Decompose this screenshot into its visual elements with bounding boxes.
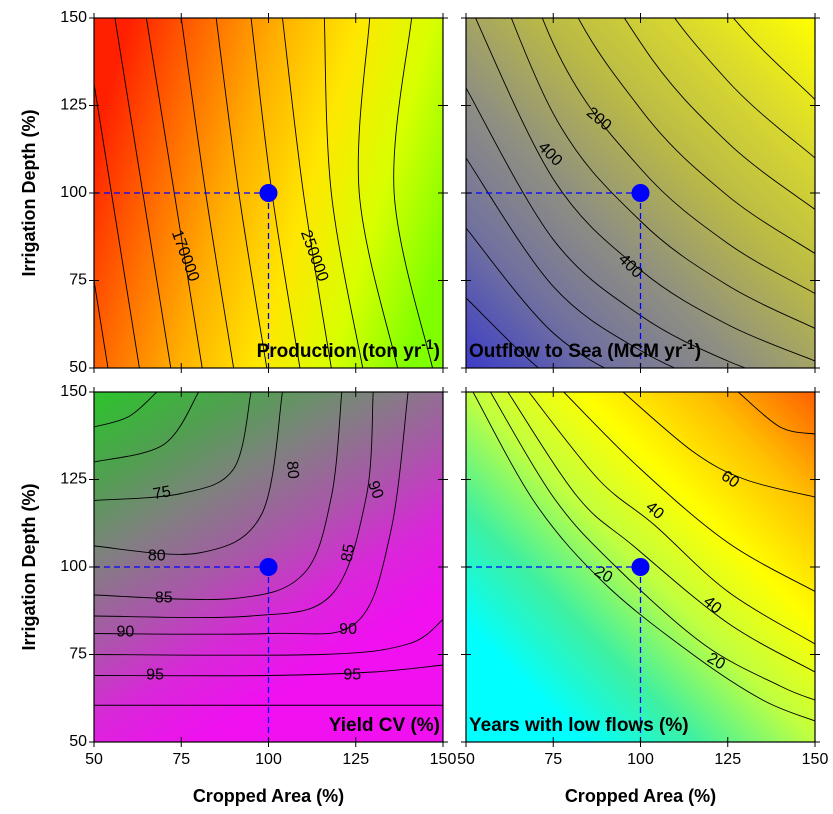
contour-line (94, 392, 374, 618)
point (259, 184, 278, 202)
x-tick-label: 100 (255, 751, 282, 768)
contour-label: 90 (339, 621, 357, 638)
contour-line (94, 80, 140, 368)
contour-label: 90 (364, 479, 386, 502)
y-tick-label: 75 (69, 272, 87, 289)
contour-label: 80 (283, 460, 302, 479)
title-part: Yield CV (%) (329, 715, 440, 736)
contour-line (282, 18, 332, 368)
title-part: Production (ton yr (257, 341, 422, 362)
y-tick-label: 150 (60, 383, 87, 400)
contour-line (563, 392, 815, 592)
contour-line (94, 392, 158, 428)
contour-line (622, 392, 815, 498)
contour-line (94, 619, 443, 656)
panel-title: Production (ton yr-1) (257, 336, 440, 362)
contour-line (94, 392, 252, 501)
title-part: -1 (421, 336, 434, 352)
y-tick-label: 100 (60, 558, 87, 575)
x-axis-label: Cropped Area (%) (193, 786, 344, 806)
title-part: Outflow to Sea (MCM yr (469, 341, 683, 362)
panel-title: Yield CV (%) (329, 715, 440, 736)
contour-label: 75 (152, 483, 173, 503)
contour-label: 20 (704, 650, 728, 674)
contour-label: 80 (148, 548, 166, 565)
contour-line (528, 392, 815, 645)
y-axis-label: Irrigation Depth (%) (19, 110, 39, 277)
y-tick-label: 50 (69, 733, 87, 750)
contour-line (507, 392, 815, 673)
contour-line (323, 18, 364, 368)
contour-line (466, 227, 606, 368)
title-part: Years with low flows (%) (469, 715, 689, 736)
x-tick-label: 150 (430, 751, 457, 768)
contour-line (466, 297, 540, 368)
x-tick-label: 125 (714, 751, 741, 768)
contour-line (472, 392, 815, 722)
y-tick-label: 125 (60, 97, 87, 114)
y-tick-label: 150 (60, 9, 87, 26)
x-axis-label: Cropped Area (%) (565, 786, 716, 806)
contour-label: 20 (591, 563, 615, 587)
contour-line (510, 18, 815, 329)
contour-line (94, 392, 200, 463)
title-part: ) (695, 341, 701, 362)
point (259, 558, 278, 576)
contour-line (674, 18, 815, 159)
panel-title: Years with low flows (%) (469, 715, 689, 736)
contour-line (541, 18, 815, 294)
title-part: -1 (682, 336, 695, 352)
y-tick-label: 50 (69, 359, 87, 376)
contour-line (475, 18, 815, 362)
contour-label: 85 (339, 543, 359, 564)
contour-label: 95 (343, 667, 361, 684)
point (631, 558, 650, 576)
x-tick-label: 100 (627, 751, 654, 768)
contour-line (94, 392, 283, 555)
contour-line (623, 18, 815, 210)
contour-label: 85 (155, 590, 173, 607)
contour-label: 90 (117, 623, 135, 640)
contour-line (732, 18, 815, 100)
y-tick-label: 100 (60, 184, 87, 201)
y-tick-label: 75 (69, 646, 87, 663)
contour-line (94, 277, 109, 368)
panel-title: Outflow to Sea (MCM yr-1) (469, 336, 701, 362)
x-tick-label: 125 (342, 751, 369, 768)
contour-line (357, 18, 399, 368)
contour-line (114, 18, 172, 368)
contour-line (393, 18, 433, 368)
x-tick-label: 75 (544, 751, 562, 768)
contour-line (94, 664, 443, 677)
x-tick-label: 75 (172, 751, 190, 768)
x-tick-label: 50 (85, 751, 103, 768)
x-tick-label: 150 (802, 751, 829, 768)
contour-line (466, 157, 676, 368)
x-tick-label: 50 (457, 751, 475, 768)
title-part: ) (434, 341, 440, 362)
point (631, 184, 650, 202)
contour-line (94, 392, 409, 635)
contour-group: 75 80 85 90 95 80 85 90 90 95 (94, 392, 443, 706)
y-axis-label: Irrigation Depth (%) (19, 484, 39, 651)
contour-line (737, 392, 815, 435)
y-tick-label: 125 (60, 471, 87, 488)
contour-line (577, 18, 815, 254)
contour-line (94, 392, 343, 600)
contour-label: 95 (146, 667, 164, 684)
contour-line (466, 87, 747, 368)
